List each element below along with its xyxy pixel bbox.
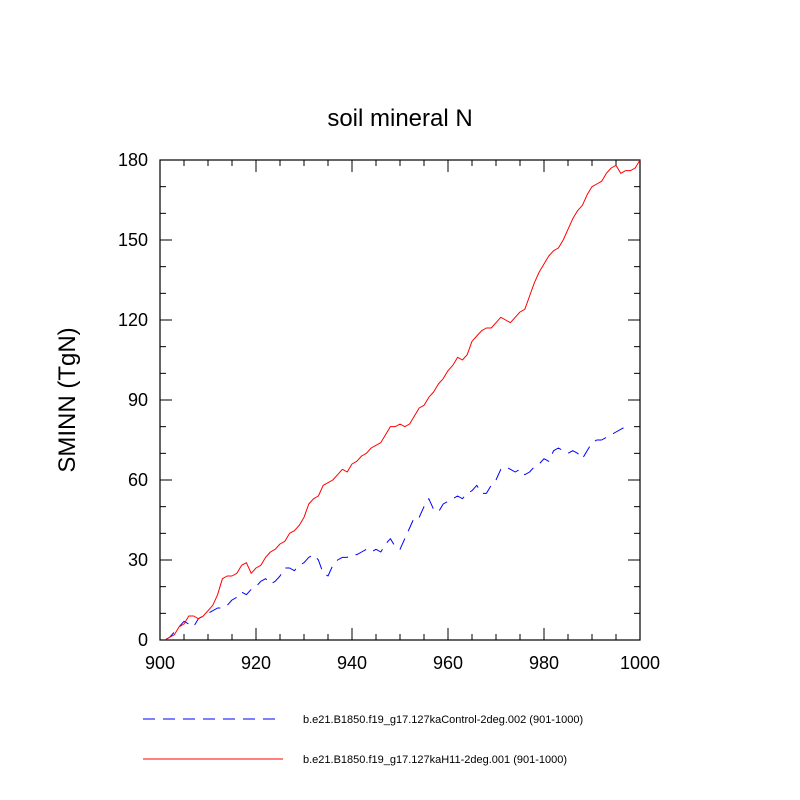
x-tick-label: 980	[529, 653, 559, 673]
x-tick-label: 1000	[620, 653, 660, 673]
y-axis-label: SMINN (TgN)	[54, 327, 81, 472]
y-tick-label: 120	[118, 310, 148, 330]
plot-border	[159, 159, 641, 641]
tick-labels: 900 920 940 960 980 1000 0 30 60 90 120 150 180	[118, 150, 660, 673]
series-line-control	[164, 423, 631, 641]
plot-frame	[159, 159, 641, 641]
series-lines	[164, 159, 641, 641]
y-tick-label: 60	[128, 470, 148, 490]
axis-ticks	[159, 159, 641, 641]
y-tick-label: 150	[118, 230, 148, 250]
x-tick-label: 900	[145, 653, 175, 673]
x-tick-label: 920	[241, 653, 271, 673]
x-tick-label: 960	[433, 653, 463, 673]
x-tick-label: 940	[337, 653, 367, 673]
legend-label-h11: b.e21.B1850.f19_g17.127kaH11-2deg.001 (9…	[303, 754, 567, 766]
legend-entry-control: b.e21.B1850.f19_g17.127kaControl-2deg.00…	[143, 714, 583, 726]
y-tick-label: 90	[128, 390, 148, 410]
series-line-h11	[164, 159, 641, 641]
legend-label-control: b.e21.B1850.f19_g17.127kaControl-2deg.00…	[303, 714, 583, 726]
y-tick-label: 30	[128, 550, 148, 570]
legend-entry-h11: b.e21.B1850.f19_g17.127kaH11-2deg.001 (9…	[143, 754, 567, 766]
chart-title: soil mineral N	[327, 105, 472, 132]
y-tick-label: 180	[118, 150, 148, 170]
legend: b.e21.B1850.f19_g17.127kaControl-2deg.00…	[143, 714, 583, 766]
y-tick-label: 0	[138, 630, 148, 650]
